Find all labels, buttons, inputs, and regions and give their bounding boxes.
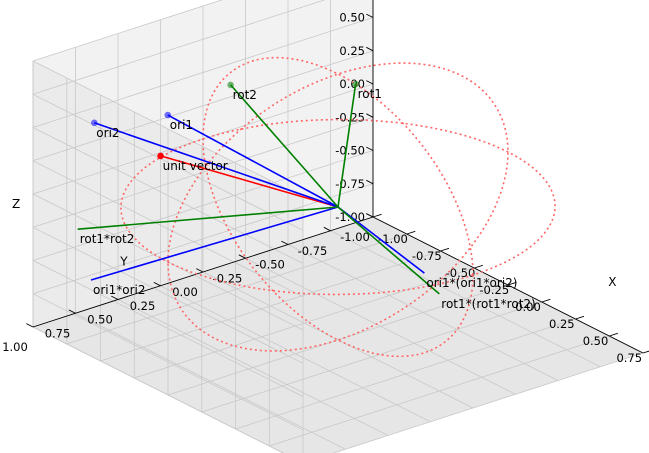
y-axis-label: Y (119, 254, 128, 268)
vector-label: rot1*rot2 (80, 232, 135, 246)
grid-line (32, 60, 304, 198)
vector-label: rot1*(rot1*rot2) (441, 297, 535, 311)
vector-tip-marker (227, 81, 234, 89)
z-tick-label: -0.75 (335, 177, 365, 191)
grid-line (32, 0, 326, 95)
z-tick-mark (366, 46, 374, 52)
x-tick-label: 0.00 (515, 300, 541, 314)
y-tick-label: 1.00 (2, 340, 28, 354)
vector-line (90, 206, 339, 281)
x-tick-label: 0.25 (549, 317, 575, 331)
x-tick-mark (609, 332, 618, 337)
y-tick-label: -0.50 (255, 258, 285, 272)
vector-line (229, 84, 339, 208)
y-tick-mark (68, 309, 76, 314)
vector-line (337, 84, 357, 208)
x-tick-mark (642, 350, 649, 354)
x-tick-label: 0.75 (616, 351, 642, 365)
axis-panes (33, 0, 643, 453)
grid-line (32, 326, 285, 453)
x-tick-mark (440, 247, 450, 252)
z-tick-mark (366, 146, 374, 151)
y-tick-label: -0.25 (213, 271, 243, 285)
y-tick-label: 0.75 (45, 326, 71, 340)
x-tick-mark (541, 298, 551, 303)
grid-line (32, 160, 304, 298)
z-tick-mark (366, 213, 374, 218)
unit-circle-yz (167, 62, 509, 352)
z-tick-label: 0.00 (339, 77, 365, 91)
y-tick-label: -0.75 (298, 244, 328, 258)
y-tick-label: 0.50 (87, 313, 113, 327)
y-tick-mark (26, 323, 34, 328)
y-tick-mark (281, 240, 289, 245)
x-tick-mark (507, 281, 517, 286)
vector-tip-marker (157, 152, 164, 160)
vector-line (77, 206, 339, 230)
x-axis-label: X (608, 275, 616, 289)
grid-line (202, 271, 474, 409)
grid-line (332, 352, 644, 453)
y-tick-mark (111, 295, 119, 300)
grid-line (32, 127, 304, 264)
vector-label: ori1*(ori1*ori2) (426, 276, 517, 290)
unit-circles (120, 56, 556, 358)
vector-tip-marker (91, 119, 98, 127)
y-tick-mark (323, 226, 331, 232)
z-tick-mark (366, 113, 374, 118)
grid-line (160, 285, 431, 423)
vector-label: ori1 (170, 118, 193, 132)
y-tick-mark (153, 281, 161, 287)
grid-line (32, 50, 374, 162)
y-tick-mark (238, 254, 246, 259)
pane-floor (33, 217, 643, 453)
y-tick-mark (196, 268, 204, 273)
vectors (77, 80, 440, 295)
vector-line (167, 114, 339, 208)
z-tick-mark (366, 179, 374, 185)
vector-label: rot2 (233, 88, 257, 102)
grid-line (32, 0, 223, 62)
unit-circle-xz (202, 56, 474, 358)
y-tick-label: 0.25 (130, 299, 156, 313)
z-axis-label: Z (12, 197, 20, 211)
vector-label: ori2 (96, 126, 119, 140)
z-tick-label: -0.50 (335, 144, 365, 158)
x-tick-mark (575, 315, 585, 320)
x-tick-label: -0.75 (412, 249, 442, 263)
x-tick-mark (406, 230, 416, 235)
vector-line (337, 206, 425, 274)
vector-label: ori1*ori2 (93, 283, 146, 297)
x-tick-label: 0.50 (583, 334, 609, 348)
y-tick-label: -1.00 (340, 230, 370, 244)
grid-line (75, 312, 346, 450)
vector-line (94, 122, 339, 208)
x-tick-label: -0.25 (479, 283, 509, 297)
x-tick-label: -1.00 (378, 232, 408, 246)
vector-label: unit vector (163, 159, 228, 173)
z-tick-label: 0.50 (339, 11, 365, 25)
grid-line (235, 318, 576, 430)
axis-edges (26, 0, 649, 354)
grid-line (32, 17, 374, 128)
x-tick-mark (372, 213, 382, 218)
vector-label: rot1 (358, 87, 382, 101)
grid-line (117, 299, 389, 436)
vector-line (337, 206, 440, 295)
z-tick-mark (366, 13, 374, 18)
vector-line (160, 155, 339, 208)
grid-line (201, 301, 542, 413)
vector-tip-marker (352, 80, 359, 88)
z-tick-mark (366, 80, 374, 85)
grid-line (32, 93, 304, 231)
vector-tip-marker (164, 111, 172, 119)
x-tick-mark (474, 264, 483, 269)
y-tick-label: 0.00 (172, 285, 198, 299)
grid-line (269, 335, 610, 447)
vector-labels: unit vector ori1 ori2 rot1 rot2 ori1*(ori1*or… (80, 87, 536, 311)
z-tick-label: 0.25 (339, 44, 365, 58)
tick-labels: -1.00 -0.75 -0.50 -0.25 0.00 0.25 0.50 0.75 1.00… (2, 11, 642, 366)
